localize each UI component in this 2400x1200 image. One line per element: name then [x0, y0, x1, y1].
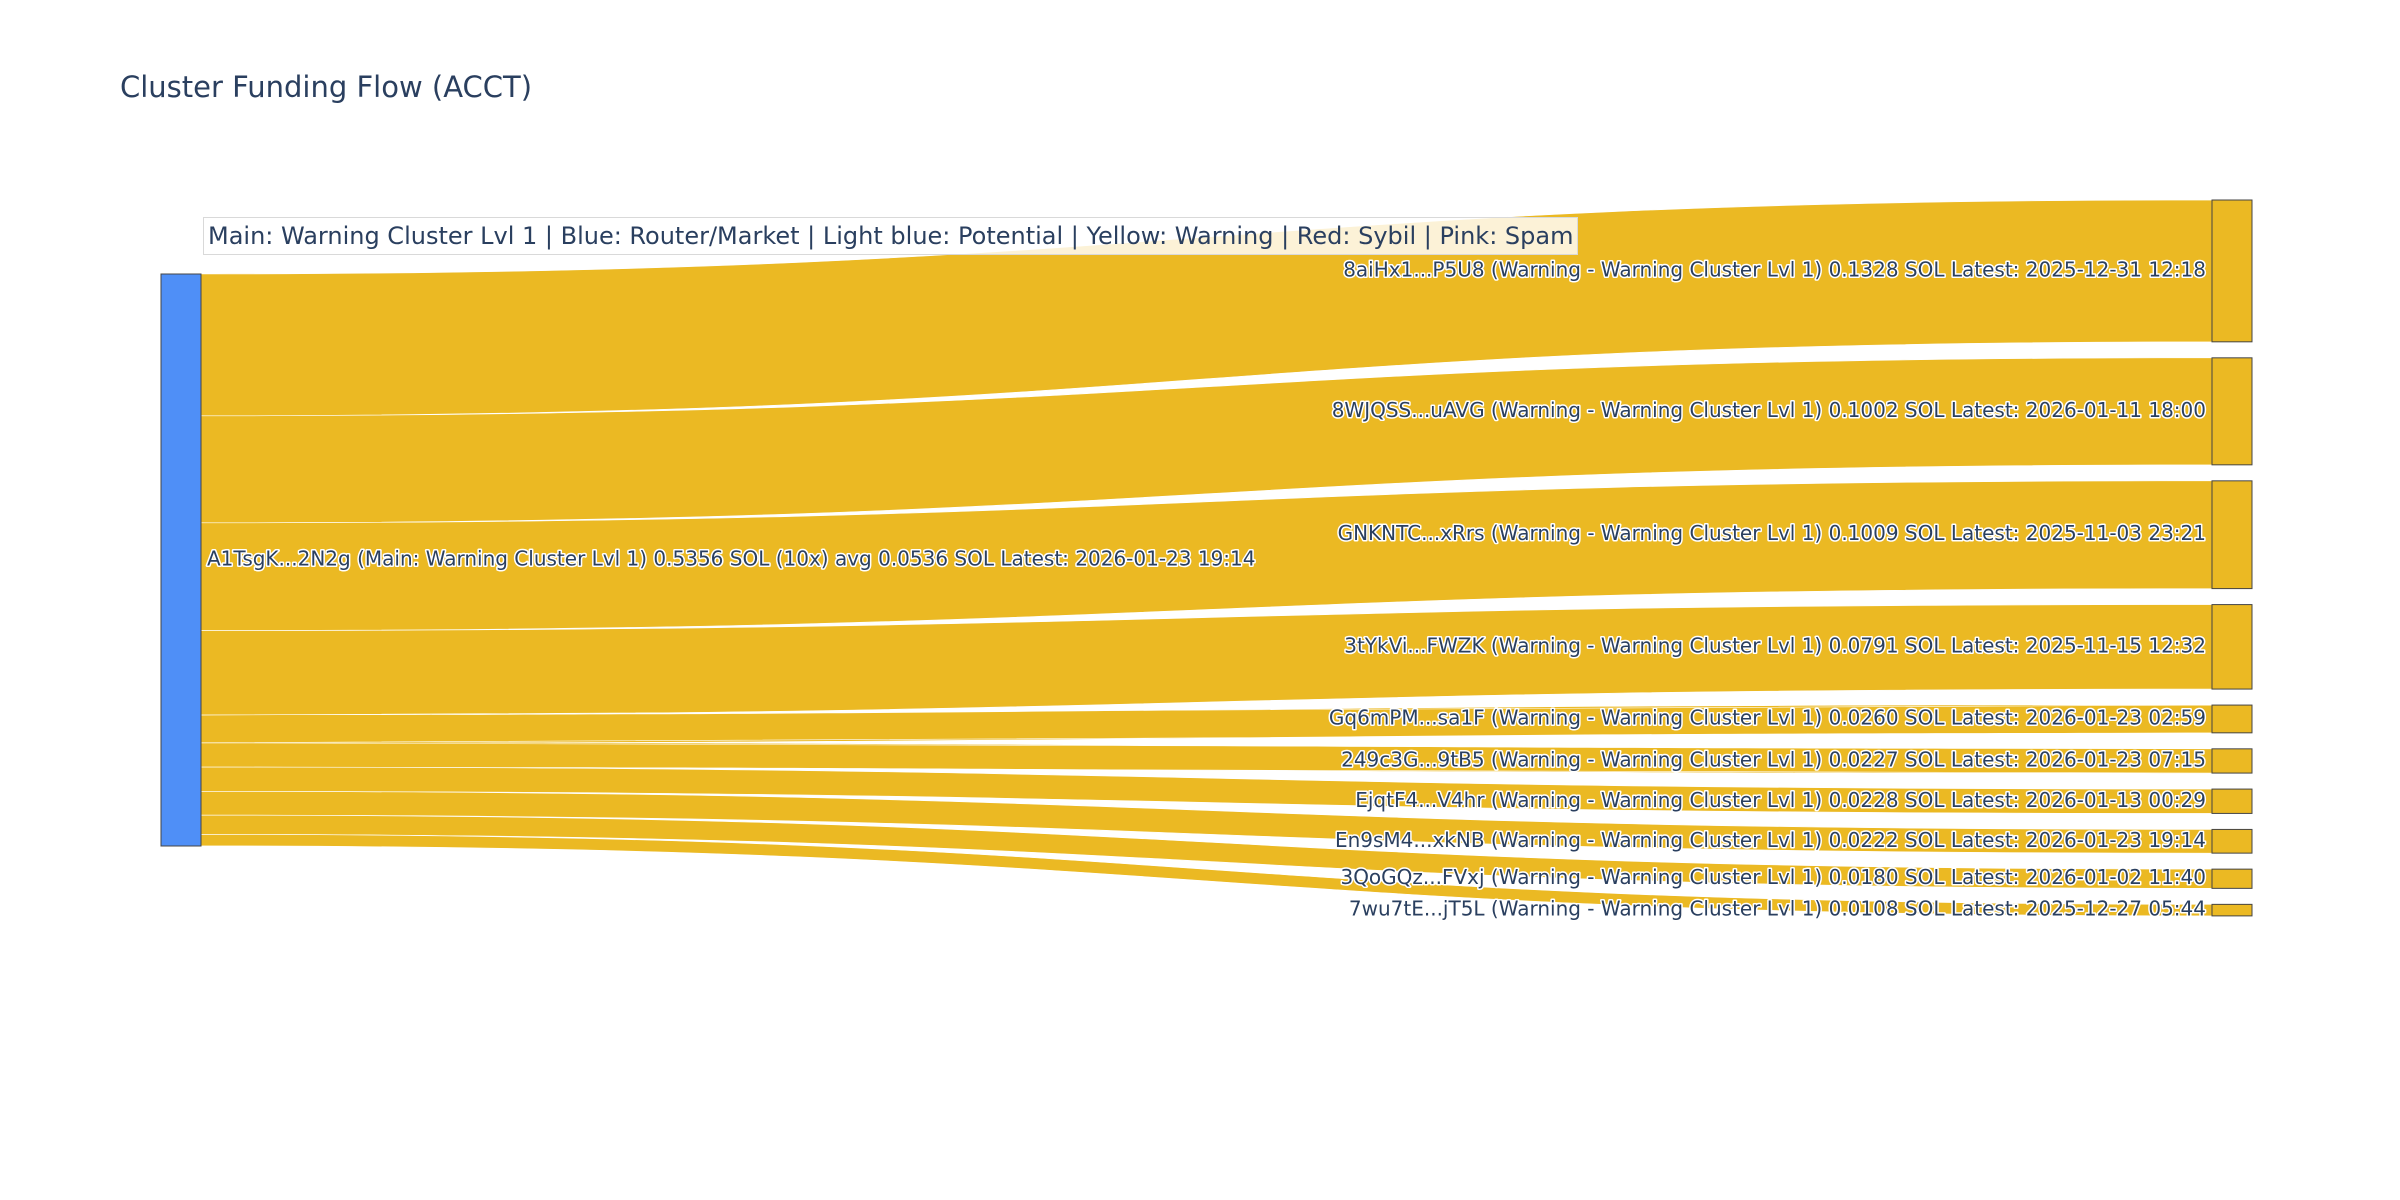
sankey-target-label-4: 3tYkVi...FWZK (Warning - Warning Cluster… — [1344, 633, 2206, 657]
sankey-source-node[interactable] — [160, 273, 202, 847]
sankey-target-label-3: GNKNTC...xRrs (Warning - Warning Cluster… — [1338, 521, 2206, 545]
sankey-target-node-9[interactable] — [2211, 868, 2253, 889]
sankey-target-node-3[interactable] — [2211, 480, 2253, 590]
sankey-target-label-1: 8aiHx1...P5U8 (Warning - Warning Cluster… — [1343, 257, 2206, 281]
sankey-target-label-10: 7wu7tE...jT5L (Warning - Warning Cluster… — [1349, 897, 2206, 921]
sankey-target-node-2[interactable] — [2211, 357, 2253, 466]
sankey-target-label-9: 3QoGQz...FVxj (Warning - Warning Cluster… — [1340, 865, 2206, 889]
sankey-target-label-2: 8WJQSS...uAVG (Warning - Warning Cluster… — [1332, 398, 2206, 422]
chart-title: Cluster Funding Flow (ACCT) — [120, 70, 533, 104]
sankey-target-node-8[interactable] — [2211, 828, 2253, 854]
color-legend-annotation: Main: Warning Cluster Lvl 1 | Blue: Rout… — [203, 217, 1579, 255]
sankey-target-label-8: En9sM4...xkNB (Warning - Warning Cluster… — [1335, 828, 2206, 852]
sankey-target-label-7: EjqtF4...V4hr (Warning - Warning Cluster… — [1355, 788, 2206, 812]
sankey-nodes — [160, 199, 2253, 917]
sankey-target-node-7[interactable] — [2211, 788, 2253, 814]
sankey-target-label-5: Gq6mPM...sa1F (Warning - Warning Cluster… — [1329, 705, 2206, 729]
sankey-source-label: A1TsgK...2N2g (Main: Warning Cluster Lvl… — [207, 547, 1256, 571]
sankey-target-node-6[interactable] — [2211, 748, 2253, 774]
sankey-target-label-6: 249c3G...9tB5 (Warning - Warning Cluster… — [1341, 747, 2206, 771]
sankey-target-node-5[interactable] — [2211, 704, 2253, 734]
sankey-links — [200, 199, 2213, 917]
sankey-target-node-10[interactable] — [2211, 903, 2253, 917]
sankey-target-node-4[interactable] — [2211, 604, 2253, 690]
sankey-target-node-1[interactable] — [2211, 199, 2253, 343]
sankey-labels: A1TsgK...2N2g (Main: Warning Cluster Lvl… — [206, 256, 2208, 922]
